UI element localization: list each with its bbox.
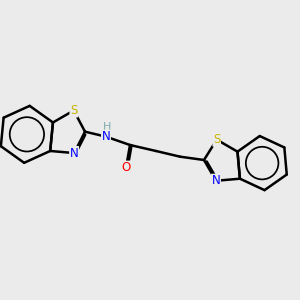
Text: S: S	[70, 104, 77, 117]
Text: N: N	[212, 174, 220, 187]
Text: N: N	[102, 130, 110, 143]
Text: H: H	[103, 122, 111, 132]
Text: O: O	[122, 161, 130, 174]
Text: N: N	[70, 147, 79, 160]
Text: S: S	[213, 133, 220, 146]
